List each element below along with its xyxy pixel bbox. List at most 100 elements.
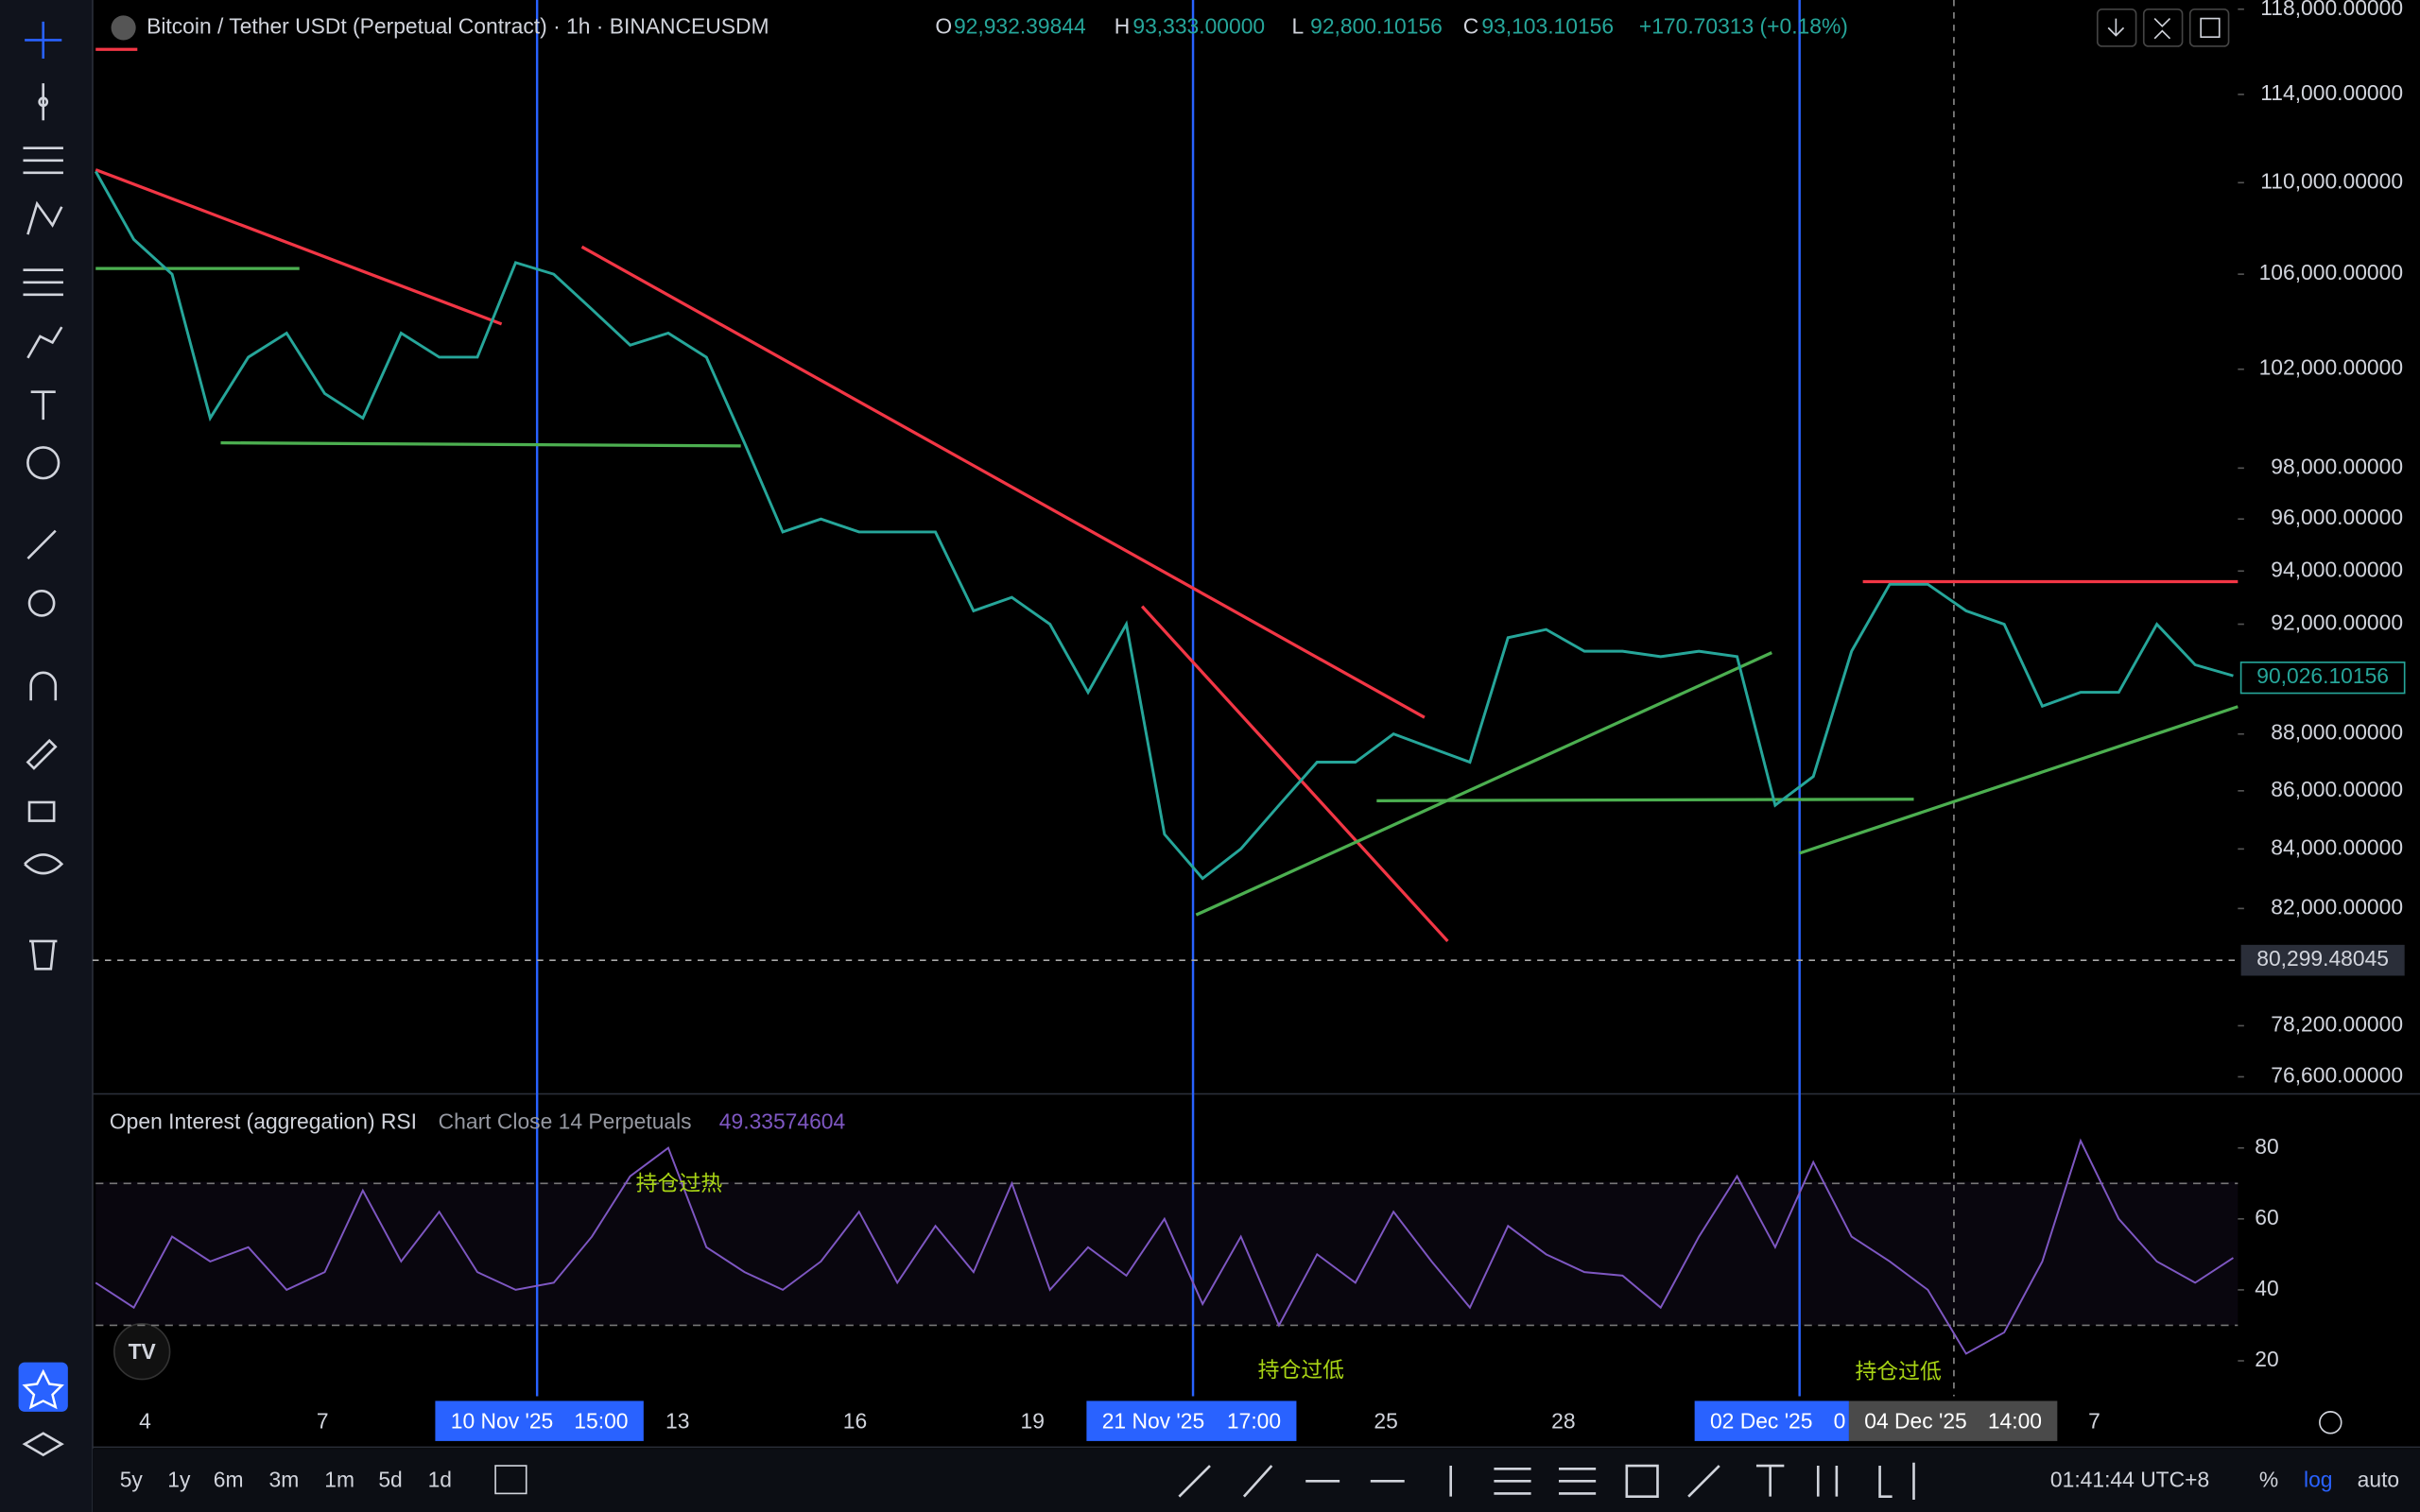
marked-price-label: 80,299.48045 xyxy=(2256,946,2389,971)
lock-tool[interactable] xyxy=(27,800,56,822)
crosshair-tool[interactable] xyxy=(25,21,62,60)
button[interactable] xyxy=(2188,8,2230,47)
emoji-tool[interactable] xyxy=(26,446,60,480)
rsi-line xyxy=(95,1138,2234,1355)
crosshair-date: 10 Nov '25 xyxy=(451,1408,554,1433)
scale-option[interactable]: % xyxy=(2259,1467,2278,1491)
tv-logo xyxy=(113,1323,171,1381)
x-tick-label: 25 xyxy=(1374,1408,1397,1433)
drawing-tools[interactable] xyxy=(1178,1462,1915,1500)
y-tick-label: 98,000.00000 xyxy=(2271,454,2403,478)
range-button[interactable]: 1m xyxy=(324,1467,354,1491)
range-button[interactable]: 3m xyxy=(269,1467,300,1491)
x-tick-label: 16 xyxy=(843,1408,867,1433)
header-buttons xyxy=(2096,8,2230,47)
trendline[interactable] xyxy=(1799,705,2238,855)
green-trendlines xyxy=(95,266,2238,917)
range-button[interactable]: 5d xyxy=(378,1467,402,1491)
change: +170.70313 (+0.18%) xyxy=(1639,13,1848,38)
text-tool[interactable] xyxy=(30,390,56,421)
ohlc-key: C xyxy=(1463,13,1479,38)
trendline[interactable] xyxy=(1195,651,1772,917)
last-price-label: 90,026.10156 xyxy=(2256,663,2389,688)
calendar-button[interactable] xyxy=(494,1465,527,1495)
ohlc-value: 92,932.39844 xyxy=(954,13,1086,38)
rsi-band-fill xyxy=(95,1181,2238,1326)
y-tick-label: 84,000.00000 xyxy=(2271,834,2403,859)
y-tick-label: 20 xyxy=(2255,1347,2278,1371)
vertical-markers xyxy=(535,0,1801,1397)
rsi-title: Open Interest (aggregation) RSI xyxy=(110,1109,417,1134)
dot-tool[interactable] xyxy=(38,96,49,108)
marked-price-box xyxy=(2240,944,2405,976)
symbol[interactable]: Bitcoin / Tether USDt (Perpetual Contrac… xyxy=(147,13,769,38)
crosshair-time: 17:00 xyxy=(1227,1408,1281,1433)
range-button[interactable]: 6m xyxy=(214,1467,244,1491)
magnet-tool[interactable] xyxy=(29,671,58,701)
trash-tool[interactable] xyxy=(29,939,58,971)
y-tick-label: 118,000.00000 xyxy=(2260,0,2403,20)
button-icon xyxy=(2107,17,2221,40)
rsi-subtitle: Chart Close 14 Perpetuals xyxy=(439,1109,692,1134)
lines-tool[interactable] xyxy=(23,146,63,175)
star-icon xyxy=(22,1368,64,1410)
trendline[interactable] xyxy=(95,168,503,326)
crosshair-time: 0 xyxy=(1834,1408,1846,1433)
crosshair-date: 04 Dec '25 xyxy=(1864,1408,1967,1433)
y-tick-label: 40 xyxy=(2255,1276,2278,1300)
clock: 01:41:44 UTC+8 xyxy=(2050,1467,2209,1491)
ohlc-value: 92,800.10156 xyxy=(1310,13,1443,38)
y-tick-label: 96,000.00000 xyxy=(2271,505,2403,529)
x-tick-label: 28 xyxy=(1551,1408,1575,1433)
crosshair-label-box xyxy=(1694,1400,1849,1441)
trendline[interactable] xyxy=(1376,798,1914,802)
ohlc-key: H xyxy=(1115,13,1131,38)
button[interactable] xyxy=(2096,8,2137,47)
lock-draw-tool[interactable] xyxy=(26,738,58,770)
range-button[interactable]: 5y xyxy=(120,1467,144,1491)
range-button[interactable]: 1y xyxy=(167,1467,191,1491)
crosshair-date: 21 Nov '25 xyxy=(1102,1408,1205,1433)
annotation: 持仓过低 xyxy=(1258,1357,1345,1382)
trendline[interactable] xyxy=(1140,605,1449,943)
y-tick-label: 78,200.00000 xyxy=(2271,1011,2403,1036)
y-tick-label: 82,000.00000 xyxy=(2271,894,2403,919)
range-button[interactable]: 1d xyxy=(428,1467,452,1491)
settings-button[interactable] xyxy=(2319,1411,2342,1435)
y-tick-label: 94,000.00000 xyxy=(2271,557,2403,581)
red-trendlines xyxy=(95,47,2238,943)
scale-option[interactable]: log xyxy=(2304,1467,2332,1491)
x-tick-label: 13 xyxy=(666,1408,689,1433)
y-tick-label: 86,000.00000 xyxy=(2271,777,2403,801)
crosshair-label-box xyxy=(1086,1400,1297,1441)
y-tick-label: 102,000.00000 xyxy=(2259,355,2403,380)
y-tick-label: 88,000.00000 xyxy=(2271,720,2403,745)
price-line xyxy=(94,170,2234,881)
trendline[interactable] xyxy=(580,245,1426,719)
crosshair-date: 02 Dec '25 xyxy=(1710,1408,1813,1433)
tv-logo-text: TV xyxy=(129,1339,157,1364)
tool-icons xyxy=(23,21,64,971)
annotation: 持仓过热 xyxy=(636,1171,723,1195)
zoom-tool[interactable] xyxy=(27,590,56,617)
x-tick-label: 4 xyxy=(139,1408,151,1433)
eye-tool[interactable] xyxy=(24,853,64,875)
button[interactable] xyxy=(2142,8,2184,47)
ohlc-value: 93,333.00000 xyxy=(1132,13,1265,38)
y-tick-label: 60 xyxy=(2255,1205,2278,1229)
scale-option[interactable]: auto xyxy=(2358,1467,2399,1491)
fib-tool[interactable] xyxy=(23,268,63,297)
pattern-tool[interactable] xyxy=(26,200,63,235)
brush-tool[interactable] xyxy=(26,326,63,359)
y-tick-label: 80 xyxy=(2255,1134,2278,1159)
y-tick-label: 76,600.00000 xyxy=(2271,1063,2403,1088)
favorites-button[interactable] xyxy=(18,1362,68,1412)
bottom-toolbar xyxy=(92,1449,2420,1512)
annotation: 持仓过低 xyxy=(1855,1359,1942,1383)
layers-button[interactable] xyxy=(22,1432,64,1457)
x-tick-label: 7 xyxy=(2088,1408,2100,1433)
ruler-tool[interactable] xyxy=(26,529,57,559)
trendline[interactable] xyxy=(220,440,741,448)
